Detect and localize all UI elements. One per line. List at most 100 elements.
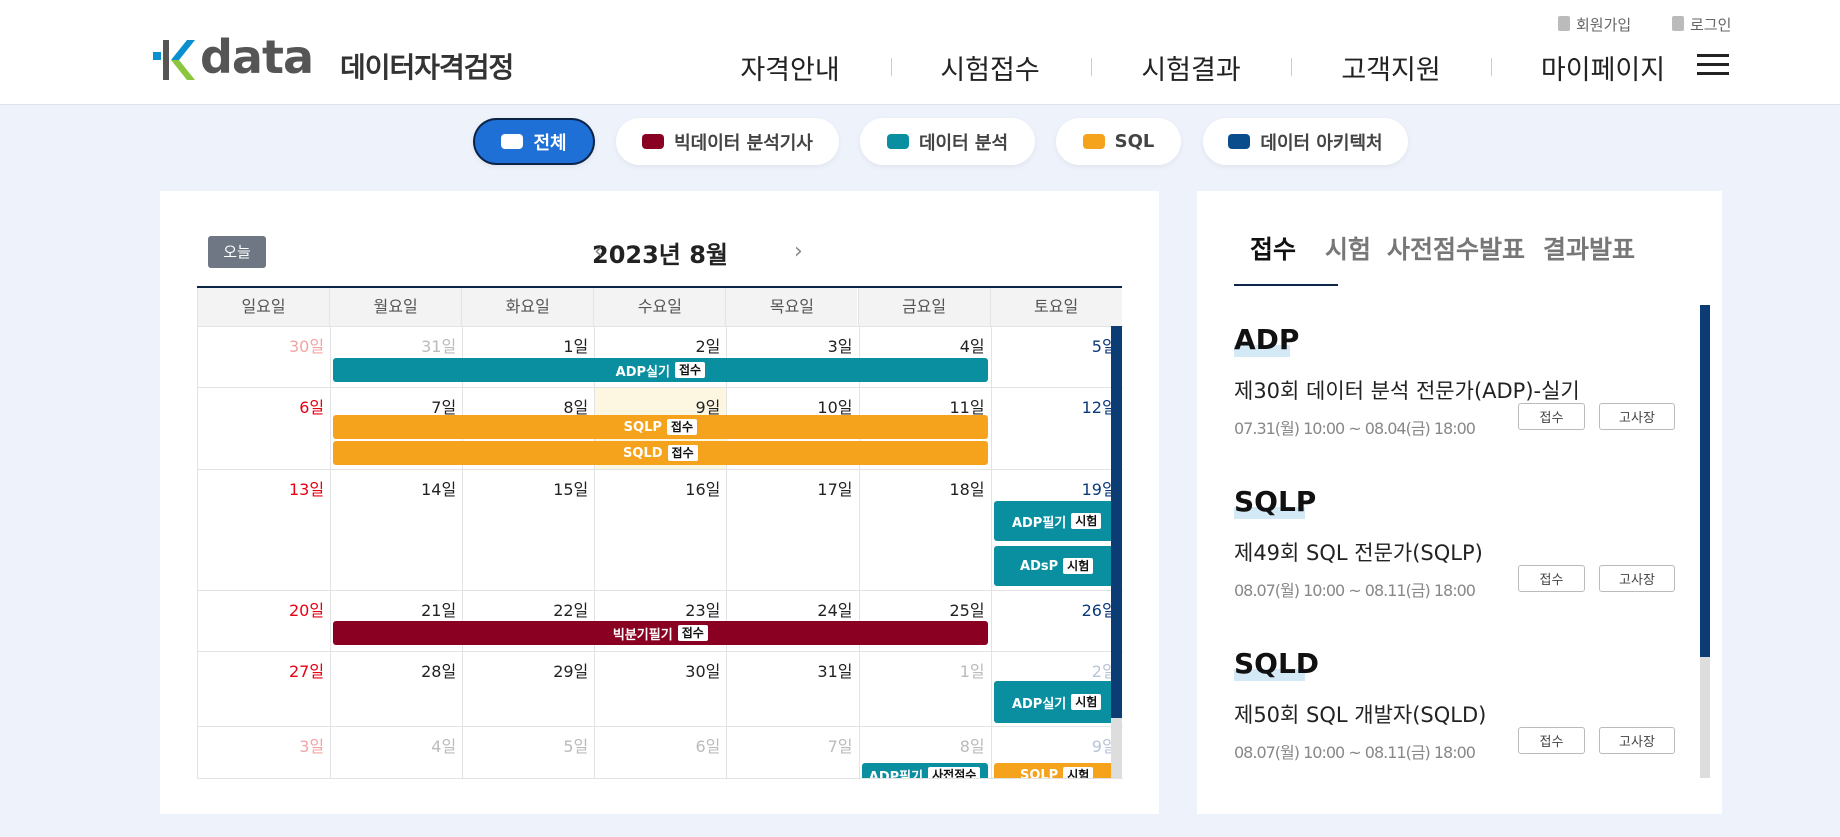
- nav-item[interactable]: 시험접수: [940, 55, 1040, 86]
- day-number: 20일: [289, 601, 325, 620]
- list-card: 접수 시험 사전점수발표 결과발표 ADP 제30회 데이터 분석 전문가(ADP)-실기…: [1197, 191, 1722, 814]
- day-number: 24일: [817, 601, 853, 620]
- filter-button[interactable]: 데이터 아키텍처: [1203, 118, 1408, 165]
- day-number: 19일: [1081, 480, 1117, 499]
- day-cell: 6일: [594, 727, 726, 778]
- day-number: 28일: [421, 662, 457, 681]
- util-icon: [1672, 16, 1684, 31]
- day-number: 21일: [421, 601, 457, 620]
- day-cell: 2일: [990, 652, 1123, 726]
- prev-month[interactable]: ‹: [594, 239, 603, 264]
- item-button[interactable]: 접수: [1518, 403, 1585, 430]
- filter-button[interactable]: 데이터 분석: [860, 118, 1035, 165]
- day-number: 2일: [695, 337, 721, 356]
- day-number: 2일: [1091, 662, 1117, 681]
- calendar-event[interactable]: ADP실기 시험: [993, 681, 1120, 723]
- day-number: 10일: [817, 398, 853, 417]
- scrollbar-thumb[interactable]: [1111, 326, 1122, 718]
- item-button[interactable]: 고사장: [1599, 565, 1675, 592]
- day-cell: 1일: [858, 652, 991, 726]
- day-number: 9일: [1091, 737, 1117, 756]
- day-cell: 7일: [330, 388, 462, 469]
- item-button[interactable]: 고사장: [1599, 403, 1675, 430]
- brand: 데이터자격검정: [340, 51, 514, 84]
- logo: data: [200, 30, 314, 84]
- calendar-event[interactable]: 빅분기필기 접수: [333, 621, 988, 645]
- day-number: 31일: [421, 337, 457, 356]
- today-button[interactable]: 오늘: [208, 236, 266, 268]
- filter-label: 전체: [533, 132, 567, 154]
- day-cell: 3일: [726, 327, 858, 387]
- tab[interactable]: 접수: [1250, 235, 1297, 264]
- event-label: 빅분기필기: [612, 627, 673, 643]
- tab[interactable]: 결과발표: [1543, 235, 1636, 264]
- day-cell: 30일: [198, 327, 330, 387]
- calendar-event[interactable]: ADsP 시험: [993, 546, 1120, 586]
- calendar-event[interactable]: ADP실기 접수: [333, 358, 988, 382]
- event-label: SQLP: [1019, 767, 1059, 779]
- item-button[interactable]: 접수: [1518, 565, 1585, 592]
- filter-label: SQL: [1114, 131, 1155, 152]
- item-heading: SQLP: [1234, 485, 1317, 518]
- day-cell: 5일: [462, 727, 594, 778]
- day-cell: 19일: [990, 470, 1123, 590]
- day-number: 27일: [289, 662, 325, 681]
- next-month[interactable]: ›: [794, 239, 803, 264]
- filter-button[interactable]: SQL: [1056, 118, 1181, 165]
- calendar-event[interactable]: SQLP 시험: [993, 763, 1120, 779]
- logo-mark: [153, 40, 195, 80]
- filter-swatch: [501, 134, 524, 149]
- filter-button[interactable]: 빅데이터 분석기사: [616, 118, 839, 165]
- calendar-week: 3일 4일 5일 6일 7일 8일 9일 ADP필기 사전점수 SQLP 시험: [198, 726, 1123, 779]
- filter-button[interactable]: 전체: [473, 118, 595, 165]
- day-cell: 30일: [594, 652, 726, 726]
- weekday-header: 금요일: [857, 288, 990, 326]
- util-link[interactable]: 회원가입: [1576, 16, 1632, 34]
- month-title: 2023년 8월: [591, 241, 729, 269]
- day-cell: 8일: [858, 727, 991, 778]
- day-number: 6일: [695, 737, 721, 756]
- nav-item[interactable]: 시험결과: [1141, 55, 1241, 86]
- day-number: 7일: [431, 398, 457, 417]
- day-cell: 13일: [198, 470, 330, 590]
- day-number: 13일: [289, 480, 325, 499]
- day-cell: 12일: [990, 388, 1123, 469]
- day-cell: 14일: [330, 470, 462, 590]
- day-number: 8일: [563, 398, 589, 417]
- tab[interactable]: 사전점수발표: [1387, 235, 1526, 264]
- item-button[interactable]: 고사장: [1599, 727, 1675, 754]
- item-button[interactable]: 접수: [1518, 727, 1585, 754]
- item-date: 08.07(월) 10:00 ~ 08.11(금) 18:00: [1234, 581, 1476, 600]
- calendar-event[interactable]: SQLP 접수: [333, 415, 988, 439]
- menu-bar[interactable]: [1697, 54, 1729, 57]
- nav-item[interactable]: 고객지원: [1341, 55, 1441, 86]
- day-cell: 2일: [594, 327, 726, 387]
- nav-item[interactable]: 마이페이지: [1540, 55, 1666, 86]
- day-cell: 31일: [330, 327, 462, 387]
- scrollbar-thumb[interactable]: [1700, 305, 1710, 657]
- calendar-event[interactable]: ADP필기 사전점수: [861, 763, 988, 779]
- calendar-event[interactable]: SQLD 접수: [333, 441, 988, 465]
- event-tag: 시험: [1071, 513, 1102, 529]
- nav-item[interactable]: 자격안내: [740, 55, 840, 86]
- header: data 데이터자격검정 자격안내 시험접수 시험결과 고객지원 마이페이지 회원가입 로그…: [0, 0, 1840, 105]
- day-number: 18일: [949, 480, 985, 499]
- day-cell: 6일: [198, 388, 330, 469]
- event-tag: 접수: [674, 362, 706, 378]
- day-number: 11일: [949, 398, 985, 417]
- event-tag: 접수: [666, 419, 697, 435]
- day-cell: 7일: [726, 727, 858, 778]
- calendar-event[interactable]: ADP필기 시험: [993, 501, 1120, 541]
- event-tag: 시험: [1063, 558, 1094, 574]
- item-button-label: 고사장: [1619, 735, 1655, 750]
- day-number: 17일: [817, 480, 853, 499]
- event-label: ADP필기: [868, 769, 924, 779]
- event-label: SQLD: [623, 445, 663, 461]
- util-link[interactable]: 로그인: [1690, 16, 1732, 34]
- heading-highlight: [1234, 669, 1305, 681]
- tab[interactable]: 시험: [1325, 235, 1372, 264]
- item-button-label: 접수: [1539, 735, 1564, 750]
- day-cell: 18일: [858, 470, 991, 590]
- day-number: 1일: [959, 662, 985, 681]
